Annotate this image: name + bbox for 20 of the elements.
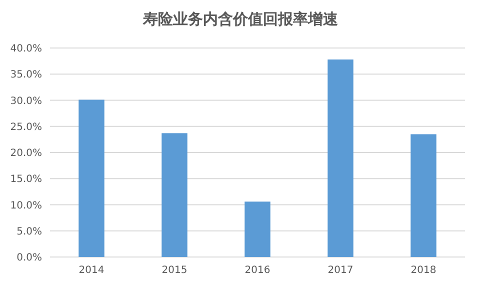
- y-tick-label: 35.0%: [10, 70, 42, 81]
- bar: [162, 133, 188, 257]
- bar: [328, 59, 354, 257]
- chart-title: 寿险业务内含价值回报率增速: [142, 10, 339, 28]
- bar: [78, 100, 104, 257]
- x-tick-label: 2014: [78, 265, 104, 276]
- y-tick-label: 20.0%: [10, 148, 42, 159]
- bar: [244, 202, 270, 257]
- y-tick-label: 15.0%: [10, 174, 42, 186]
- y-tick-label: 10.0%: [10, 200, 42, 212]
- x-tick-label: 2017: [328, 265, 354, 276]
- x-tick-label: 2018: [410, 265, 436, 276]
- y-tick-label: 40.0%: [10, 44, 42, 54]
- x-tick-label: 2016: [244, 265, 270, 276]
- y-tick-label: 30.0%: [10, 96, 42, 107]
- bar: [410, 134, 436, 257]
- x-tick-label: 2015: [162, 265, 188, 276]
- y-tick-label: 0.0%: [16, 252, 42, 264]
- y-tick-label: 5.0%: [16, 226, 42, 238]
- y-tick-label: 25.0%: [10, 122, 42, 133]
